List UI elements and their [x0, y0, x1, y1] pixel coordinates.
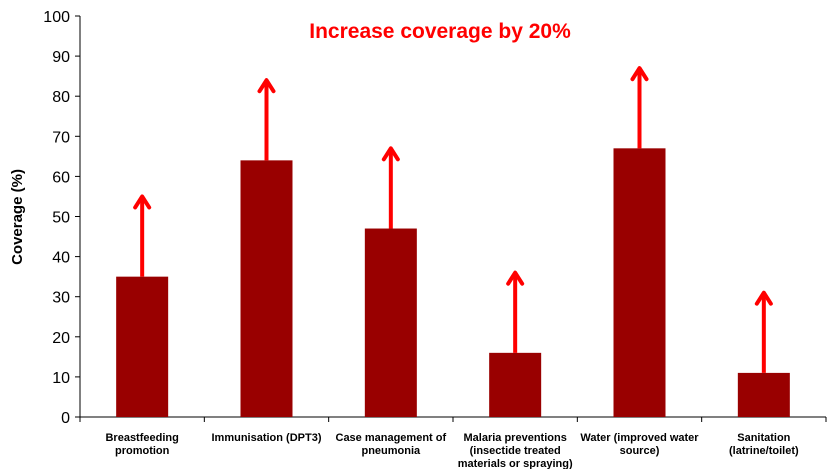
y-tick-label: 40	[52, 250, 70, 267]
y-axis-label: Coverage (%)	[9, 169, 26, 265]
bar	[737, 372, 790, 417]
target-arrow	[630, 66, 649, 149]
y-tick-label: 70	[52, 129, 70, 146]
arrow-head	[630, 66, 649, 82]
arrow-head	[257, 78, 276, 94]
x-category-label: Case management of pneumonia	[336, 432, 447, 457]
target-arrow	[754, 290, 773, 373]
y-tick-label: 100	[43, 9, 70, 26]
target-arrows	[133, 66, 773, 373]
target-arrow	[506, 270, 525, 353]
y-tick-label: 20	[52, 330, 70, 347]
target-arrow	[133, 194, 152, 277]
x-category-label-line: Breastfeeding	[105, 432, 178, 444]
y-tick-label: 80	[52, 89, 70, 106]
x-category-label: Water (improved water source)	[580, 432, 699, 457]
target-arrow	[257, 78, 276, 161]
arrow-head	[754, 290, 773, 306]
arrow-head	[381, 146, 400, 162]
y-tick-label: 10	[52, 370, 70, 387]
x-category-label: Malaria preventions (insectide treated mat…	[458, 432, 573, 469]
x-category-label-line: Case management of	[336, 432, 447, 444]
x-category-label-line: Sanitation	[737, 432, 790, 444]
bar	[489, 352, 542, 417]
x-category-label-line: Immunisation (DPT3)	[211, 432, 321, 444]
y-tick-label: 60	[52, 169, 70, 186]
y-tick-label: 50	[52, 210, 70, 227]
x-category-label-line: (insectide treated	[470, 445, 561, 457]
x-category-label-line: source)	[620, 445, 660, 457]
y-tick-label: 90	[52, 49, 70, 66]
y-axis: 0 10 20 30 40 50 60 70 80 90 100	[43, 9, 81, 427]
x-category-label-line: (latrine/toilet)	[729, 445, 799, 457]
bar	[364, 228, 417, 417]
x-category-label-line: materials or spraying)	[458, 458, 573, 469]
x-category-label: Sanitation (latrine/toilet)	[729, 432, 799, 457]
x-axis	[79, 416, 827, 422]
x-category-label: Immunisation (DPT3)	[211, 432, 321, 444]
x-category-label-line: Malaria preventions	[464, 432, 567, 444]
bars	[116, 148, 790, 418]
x-category-label-line: Water (improved water	[580, 432, 699, 444]
arrow-head	[133, 194, 152, 210]
bar	[116, 276, 169, 417]
x-category-label: Breastfeeding promotion	[105, 432, 178, 457]
x-category-label-line: promotion	[115, 445, 170, 457]
bar	[240, 160, 293, 418]
y-tick-label: 30	[52, 290, 70, 307]
target-arrow	[381, 146, 400, 229]
category-labels: Breastfeeding promotion Immunisation (DPT3…	[105, 432, 799, 469]
arrow-head	[506, 270, 525, 286]
chart-title: Increase coverage by 20%	[309, 20, 571, 43]
bar	[613, 148, 666, 417]
y-tick-label: 0	[61, 410, 70, 427]
x-category-label-line: pneumonia	[361, 445, 421, 457]
